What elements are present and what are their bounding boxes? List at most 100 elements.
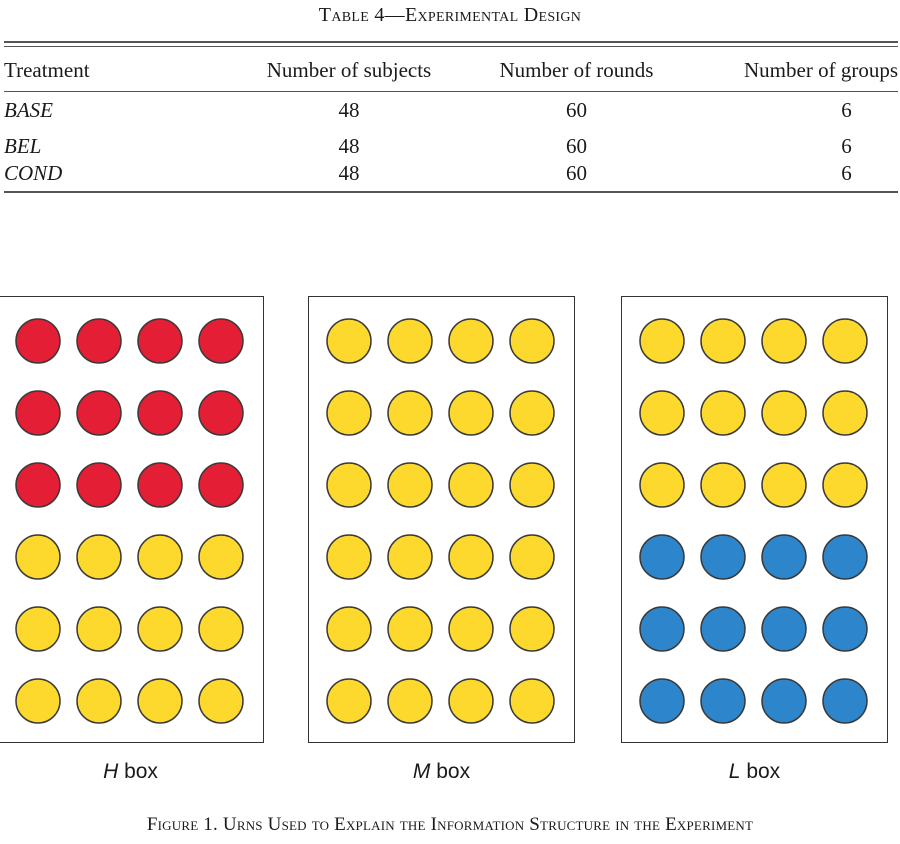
red-ball	[15, 462, 61, 508]
yellow-ball	[448, 534, 494, 580]
red-ball	[137, 462, 183, 508]
blue-ball	[639, 606, 685, 652]
yellow-ball	[448, 606, 494, 652]
red-ball	[137, 318, 183, 364]
urn-suffix: box	[118, 760, 158, 783]
treatment-cell: COND	[4, 161, 63, 185]
urn-letter: M	[412, 760, 431, 783]
yellow-ball	[326, 678, 372, 724]
red-ball	[15, 390, 61, 436]
yellow-ball	[198, 534, 244, 580]
yellow-ball	[822, 318, 868, 364]
table-header-row: Treatment Number of subjects Number of r…	[4, 52, 898, 88]
yellow-ball	[326, 390, 372, 436]
treatment-cell: BEL	[4, 134, 42, 158]
yellow-ball	[76, 534, 122, 580]
yellow-ball	[15, 606, 61, 652]
figure-caption: Figure 1. Urns Used to Explain the Infor…	[146, 814, 754, 835]
yellow-ball	[761, 318, 807, 364]
yellow-ball	[15, 678, 61, 724]
urn-l-box	[621, 296, 888, 743]
urn-balls	[326, 318, 555, 724]
yellow-ball	[387, 606, 433, 652]
yellow-ball	[509, 534, 555, 580]
yellow-ball	[509, 606, 555, 652]
yellow-ball	[509, 462, 555, 508]
table-row: BASE 48 60 6	[4, 88, 898, 133]
yellow-ball	[448, 678, 494, 724]
blue-ball	[761, 678, 807, 724]
red-ball	[76, 390, 122, 436]
urn-balls	[639, 318, 868, 724]
yellow-ball	[137, 534, 183, 580]
yellow-ball	[822, 390, 868, 436]
subjects-cell: 48	[338, 161, 360, 185]
red-ball	[198, 318, 244, 364]
red-ball	[76, 318, 122, 364]
blue-ball	[700, 606, 746, 652]
urn-label-h: H box	[0, 760, 264, 784]
yellow-ball	[387, 534, 433, 580]
red-ball	[137, 390, 183, 436]
yellow-ball	[387, 390, 433, 436]
yellow-ball	[198, 606, 244, 652]
red-ball	[15, 318, 61, 364]
yellow-ball	[448, 390, 494, 436]
yellow-ball	[326, 318, 372, 364]
header-groups: Number of groups	[744, 57, 898, 82]
blue-ball	[822, 678, 868, 724]
experimental-design-table: Treatment Number of subjects Number of r…	[4, 52, 898, 187]
yellow-ball	[387, 678, 433, 724]
rounds-cell: 60	[566, 161, 587, 185]
yellow-ball	[639, 462, 685, 508]
urn-balls	[15, 318, 244, 724]
yellow-ball	[76, 606, 122, 652]
table-bottom-rule	[4, 191, 898, 193]
header-subjects: Number of subjects	[266, 57, 432, 82]
yellow-ball	[198, 678, 244, 724]
urn-letter: H	[103, 760, 119, 783]
yellow-ball	[15, 534, 61, 580]
blue-ball	[761, 534, 807, 580]
red-ball	[198, 390, 244, 436]
yellow-ball	[76, 678, 122, 724]
blue-ball	[639, 534, 685, 580]
yellow-ball	[326, 462, 372, 508]
table-header-rule	[4, 91, 898, 92]
yellow-ball	[639, 318, 685, 364]
yellow-ball	[700, 462, 746, 508]
urn-letter: L	[728, 760, 741, 783]
table-top-rule-thin	[4, 46, 898, 47]
yellow-ball	[509, 390, 555, 436]
subjects-cell: 48	[338, 98, 360, 122]
yellow-ball	[387, 462, 433, 508]
red-ball	[198, 462, 244, 508]
table-row: COND 48 60 6	[4, 160, 898, 187]
header-treatment: Treatment	[4, 57, 90, 82]
groups-cell: 6	[841, 98, 852, 122]
yellow-ball	[509, 318, 555, 364]
blue-ball	[822, 606, 868, 652]
yellow-ball	[509, 678, 555, 724]
blue-ball	[700, 534, 746, 580]
urn-suffix: box	[740, 760, 781, 783]
yellow-ball	[700, 318, 746, 364]
yellow-ball	[761, 462, 807, 508]
urn-h-box	[0, 296, 264, 743]
urn-suffix: box	[430, 760, 471, 783]
table-row: BEL 48 60 6	[4, 133, 898, 160]
blue-ball	[822, 534, 868, 580]
table-top-rule	[4, 41, 898, 43]
rounds-cell: 60	[566, 134, 587, 158]
yellow-ball	[822, 462, 868, 508]
groups-cell: 6	[841, 161, 852, 185]
table-caption: Table 4—Experimental Design	[318, 4, 582, 26]
treatment-cell: BASE	[4, 98, 53, 122]
yellow-ball	[387, 318, 433, 364]
yellow-ball	[639, 390, 685, 436]
urn-m-box	[308, 296, 575, 743]
groups-cell: 6	[841, 134, 852, 158]
blue-ball	[700, 678, 746, 724]
yellow-ball	[137, 678, 183, 724]
rounds-cell: 60	[566, 98, 587, 122]
